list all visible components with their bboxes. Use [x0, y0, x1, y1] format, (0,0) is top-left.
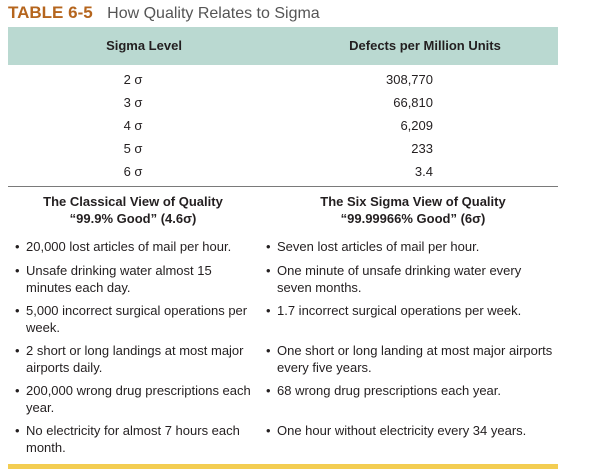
list-item-text: 2 short or long landings at most major a…: [26, 343, 244, 375]
bullet: •: [15, 343, 20, 358]
table-row: 6 σ 3.4: [8, 160, 558, 183]
list-item-text: Seven lost articles of mail per hour.: [277, 239, 480, 254]
table-row: 4 σ 6,209: [8, 114, 558, 137]
list-item-text: 20,000 lost articles of mail per hour.: [26, 239, 232, 254]
sigma-table-body: 2 σ 308,770 3 σ 66,810 4 σ 6,209 5 σ 233…: [8, 68, 558, 183]
classical-view-heading: The Classical View of Quality “99.9% Goo…: [8, 193, 258, 227]
bullet: •: [266, 423, 271, 438]
list-item-text: No electricity for almost 7 hours each m…: [26, 423, 240, 455]
classical-view-title: The Classical View of Quality: [43, 194, 223, 209]
table-row: 2 σ 308,770: [8, 68, 558, 91]
header-defects: Defects per Million Units: [349, 38, 501, 53]
bullet: •: [266, 383, 271, 398]
list-item: • 200,000 wrong drug prescriptions each y…: [15, 382, 260, 416]
defects-cell: 308,770: [386, 72, 433, 87]
defects-cell: 66,810: [393, 95, 433, 110]
sigma-level-cell: 5 σ: [123, 141, 143, 156]
list-item: • 2 short or long landings at most major …: [15, 342, 260, 376]
list-item: • No electricity for almost 7 hours each …: [15, 422, 260, 456]
list-item: • 5,000 incorrect surgical operations per…: [15, 302, 260, 336]
six-sigma-view-title: The Six Sigma View of Quality: [320, 194, 506, 209]
sigma-level-cell: 6 σ: [123, 164, 143, 179]
bullet: •: [15, 263, 20, 278]
list-item-text: 1.7 incorrect surgical operations per we…: [277, 303, 522, 318]
classical-view-subtitle: “99.9% Good” (4.6σ): [69, 211, 197, 226]
list-item-text: One minute of unsafe drinking water ever…: [277, 263, 522, 295]
bullet: •: [266, 343, 271, 358]
table-row: 5 σ 233: [8, 137, 558, 160]
section-divider: [8, 186, 558, 187]
table-number: TABLE 6-5: [8, 3, 93, 22]
defects-cell: 3.4: [414, 164, 433, 179]
bottom-rule: [8, 464, 558, 469]
table-heading: TABLE 6-5 How Quality Relates to Sigma: [8, 3, 320, 25]
bullet: •: [266, 303, 271, 318]
list-item: • 1.7 incorrect surgical operations per w…: [266, 302, 521, 319]
list-item: • 68 wrong drug prescriptions each year.: [266, 382, 501, 399]
list-item-text: 200,000 wrong drug prescriptions each ye…: [26, 383, 251, 415]
list-item: • One short or long landing at most major…: [266, 342, 556, 376]
list-item-text: One hour without electricity every 34 ye…: [277, 423, 527, 438]
list-item-text: One short or long landing at most major …: [277, 343, 553, 375]
six-sigma-view-subtitle: “99.99966% Good” (6σ): [340, 211, 486, 226]
list-item-text: Unsafe drinking water almost 15 minutes …: [26, 263, 212, 295]
header-sigma-level: Sigma Level: [106, 38, 182, 53]
defects-cell: 233: [411, 141, 433, 156]
list-item: • Seven lost articles of mail per hour.: [266, 238, 479, 255]
six-sigma-view-heading: The Six Sigma View of Quality “99.99966%…: [283, 193, 543, 227]
sigma-level-cell: 4 σ: [123, 118, 143, 133]
defects-cell: 6,209: [400, 118, 433, 133]
bullet: •: [266, 263, 271, 278]
list-item: • One minute of unsafe drinking water eve…: [266, 262, 556, 296]
column-header-band: Sigma Level Defects per Million Units: [8, 27, 558, 65]
list-item-text: 68 wrong drug prescriptions each year.: [277, 383, 502, 398]
bullet: •: [266, 239, 271, 254]
sigma-level-cell: 3 σ: [123, 95, 143, 110]
list-item: • 20,000 lost articles of mail per hour.: [15, 238, 231, 255]
bullet: •: [15, 383, 20, 398]
table-row: 3 σ 66,810: [8, 91, 558, 114]
bullet: •: [15, 239, 20, 254]
table-title: How Quality Relates to Sigma: [107, 5, 320, 22]
list-item-text: 5,000 incorrect surgical operations per …: [26, 303, 248, 335]
sigma-level-cell: 2 σ: [123, 72, 143, 87]
bullet: •: [15, 423, 20, 438]
list-item: • One hour without electricity every 34 y…: [266, 422, 526, 439]
list-item: • Unsafe drinking water almost 15 minutes…: [15, 262, 260, 296]
bullet: •: [15, 303, 20, 318]
